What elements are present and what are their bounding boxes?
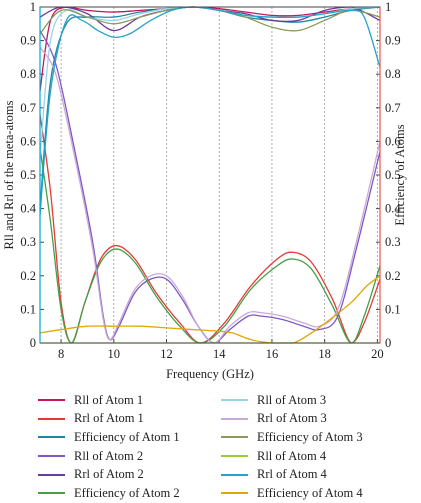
- y-tick-label-left: 1: [30, 0, 36, 14]
- legend-column-left: Rll of Atom 1 Rrl of Atom 1 Efficiency of …: [38, 391, 218, 503]
- y-tick-label-right: 1: [385, 0, 391, 14]
- legend-label: Rrl of Atom 4: [257, 467, 327, 482]
- y-tick-label-left: 0.9: [20, 34, 36, 48]
- y-tick-label-right: 0.8: [385, 67, 401, 81]
- legend-item: Rll of Atom 4: [221, 447, 401, 466]
- legend-label: Rrl of Atom 2: [74, 467, 144, 482]
- legend-item: Rrl of Atom 3: [221, 410, 401, 429]
- legend-label: Rll of Atom 1: [74, 392, 144, 407]
- legend-swatch: [221, 399, 248, 402]
- legend-swatch: [38, 492, 65, 495]
- legend-swatch: [221, 455, 248, 458]
- series-line-rll-of-atom-2: [39, 30, 381, 344]
- y-tick-label-left: 0.8: [20, 67, 36, 81]
- series-line-efficiency-of-atom-4: [39, 275, 381, 344]
- legend-label: Efficiency of Atom 2: [74, 485, 180, 500]
- y-tick-label-right: 0.7: [385, 101, 401, 115]
- x-tick-label: 20: [371, 347, 384, 361]
- x-tick-label: 12: [160, 347, 173, 361]
- legend-column-right: Rll of Atom 3 Rrl of Atom 3 Efficiency of …: [221, 391, 401, 503]
- legend-label: Rll of Atom 4: [257, 448, 327, 463]
- legend-item: Efficiency of Atom 3: [221, 428, 401, 447]
- series-line-efficiency-of-atom-2: [39, 148, 381, 344]
- y-tick-label-left: 0.3: [20, 235, 36, 249]
- series-line-rrl-of-atom-3: [39, 46, 381, 344]
- legend-item: Rrl of Atom 2: [38, 465, 218, 484]
- legend-item: Efficiency of Atom 1: [38, 428, 218, 447]
- series-line-rrl-of-atom-1: [39, 114, 381, 344]
- legend-swatch: [38, 399, 65, 402]
- x-tick-label: 16: [266, 347, 279, 361]
- legend-label: Efficiency of Atom 4: [257, 485, 363, 500]
- legend-item: Rll of Atom 1: [38, 391, 218, 410]
- y-tick-label-right: 0: [385, 336, 391, 350]
- legend-item: Rll of Atom 2: [38, 447, 218, 466]
- series-lines: [39, 6, 381, 344]
- y-tick-label-left: 0.4: [20, 202, 36, 216]
- y-tick-label-right: 0.6: [385, 134, 401, 148]
- legend-item: Rrl of Atom 1: [38, 410, 218, 429]
- y-axis-title-right: Efficiency of Atoms: [393, 124, 407, 225]
- legend-label: Efficiency of Atom 3: [257, 429, 363, 444]
- legend-swatch: [38, 473, 65, 476]
- y-tick-label-right: 0.9: [385, 34, 401, 48]
- legend-swatch: [221, 436, 248, 439]
- y-tick-label-right: 0.1: [385, 302, 401, 316]
- x-tick-label: 14: [213, 347, 226, 361]
- x-axis-title: Frequency (GHz): [166, 367, 254, 381]
- legend-swatch: [221, 417, 248, 420]
- legend-item: Efficiency of Atom 4: [221, 484, 401, 503]
- legend-swatch: [38, 436, 65, 439]
- y-tick-label-left: 0.1: [20, 302, 36, 316]
- tick-labels: 8 10 12 14 16 18 200 00.1 0.10.2 0.20.3 0.30.4 0.40…: [20, 0, 401, 361]
- series-line-efficiency-of-atom-1: [39, 6, 381, 209]
- legend-swatch: [221, 473, 248, 476]
- y-tick-label-left: 0: [30, 336, 36, 350]
- legend-label: Rll of Atom 3: [257, 392, 327, 407]
- y-tick-label-right: 0.5: [385, 168, 401, 182]
- legend-item: Rrl of Atom 4: [221, 465, 401, 484]
- y-axis-title-left: Rll and Rrl of the meta-atoms: [2, 100, 16, 249]
- y-tick-label-right: 0.3: [385, 235, 401, 249]
- series-line-rll-of-atom-1: [39, 6, 381, 92]
- x-tick-label: 10: [108, 347, 121, 361]
- legend-swatch: [221, 492, 248, 495]
- y-tick-label-right: 0.2: [385, 269, 401, 283]
- x-tick-label: 8: [58, 347, 64, 361]
- y-tick-label-left: 0.5: [20, 168, 36, 182]
- legend-swatch: [38, 417, 65, 420]
- legend-label: Efficiency of Atom 1: [74, 429, 180, 444]
- x-tick-label: 18: [318, 347, 331, 361]
- legend-label: Rrl of Atom 1: [74, 411, 144, 426]
- legend-label: Rll of Atom 2: [74, 448, 144, 463]
- y-tick-label-left: 0.2: [20, 269, 36, 283]
- legend-label: Rrl of Atom 3: [257, 411, 327, 426]
- legend-item: Efficiency of Atom 2: [38, 484, 218, 503]
- y-tick-label-right: 0.4: [385, 202, 401, 216]
- legend-item: Rll of Atom 3: [221, 391, 401, 410]
- y-tick-label-left: 0.6: [20, 134, 36, 148]
- series-line-rrl-of-atom-4: [39, 6, 381, 216]
- series-line-rll-of-atom-3: [39, 6, 381, 159]
- legend-swatch: [38, 455, 65, 458]
- y-tick-label-left: 0.7: [20, 101, 36, 115]
